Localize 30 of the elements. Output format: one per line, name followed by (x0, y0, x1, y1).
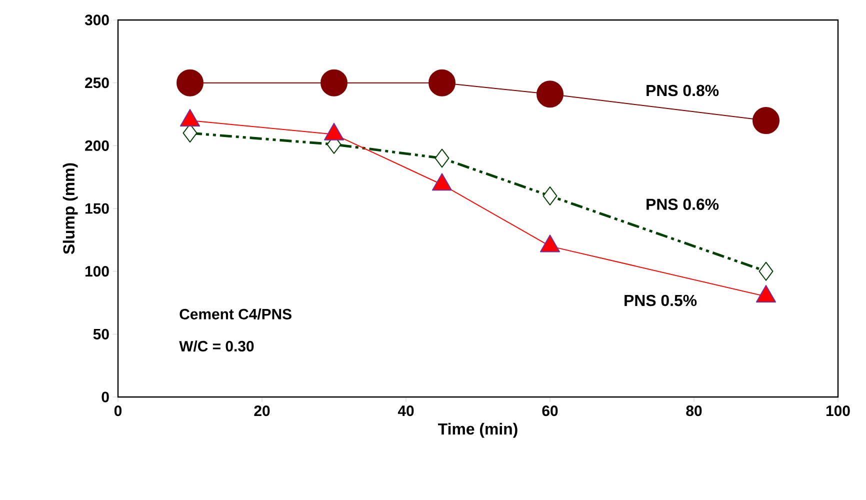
series-label: PNS 0.6% (646, 198, 719, 210)
x-tick-label: 0 (114, 406, 122, 416)
x-tick-label: 80 (686, 406, 702, 416)
y-tick-label: 100 (85, 266, 109, 277)
point (428, 69, 456, 96)
point (434, 148, 450, 168)
y-tick-label: 0 (102, 392, 109, 402)
point (752, 107, 780, 134)
x-axis-title: Time (min) (438, 422, 518, 438)
annotation: Cement C4/PNS (180, 308, 292, 320)
y-tick-label: 300 (84, 14, 109, 26)
point (536, 80, 564, 108)
x-tick-label: 100 (826, 406, 850, 416)
annotation: W/C = 0.30 (179, 340, 254, 352)
point (542, 186, 558, 206)
point (540, 234, 560, 252)
point (756, 284, 776, 302)
y-axis-title: Slump (mm) (62, 163, 78, 254)
y-tick-label: 250 (85, 78, 109, 88)
series-label: PNS 0.8% (646, 84, 719, 96)
y-tick-label: 150 (85, 203, 109, 214)
x-tick-label: 60 (542, 406, 558, 416)
y-tick-label: 50 (93, 328, 109, 340)
series-label: PNS 0.5% (624, 294, 697, 306)
x-tick-label: 40 (398, 406, 414, 416)
x-tick-label: 20 (254, 406, 270, 416)
point (320, 69, 348, 96)
point (432, 173, 452, 191)
y-tick-label: 200 (85, 140, 109, 151)
point (176, 69, 204, 96)
